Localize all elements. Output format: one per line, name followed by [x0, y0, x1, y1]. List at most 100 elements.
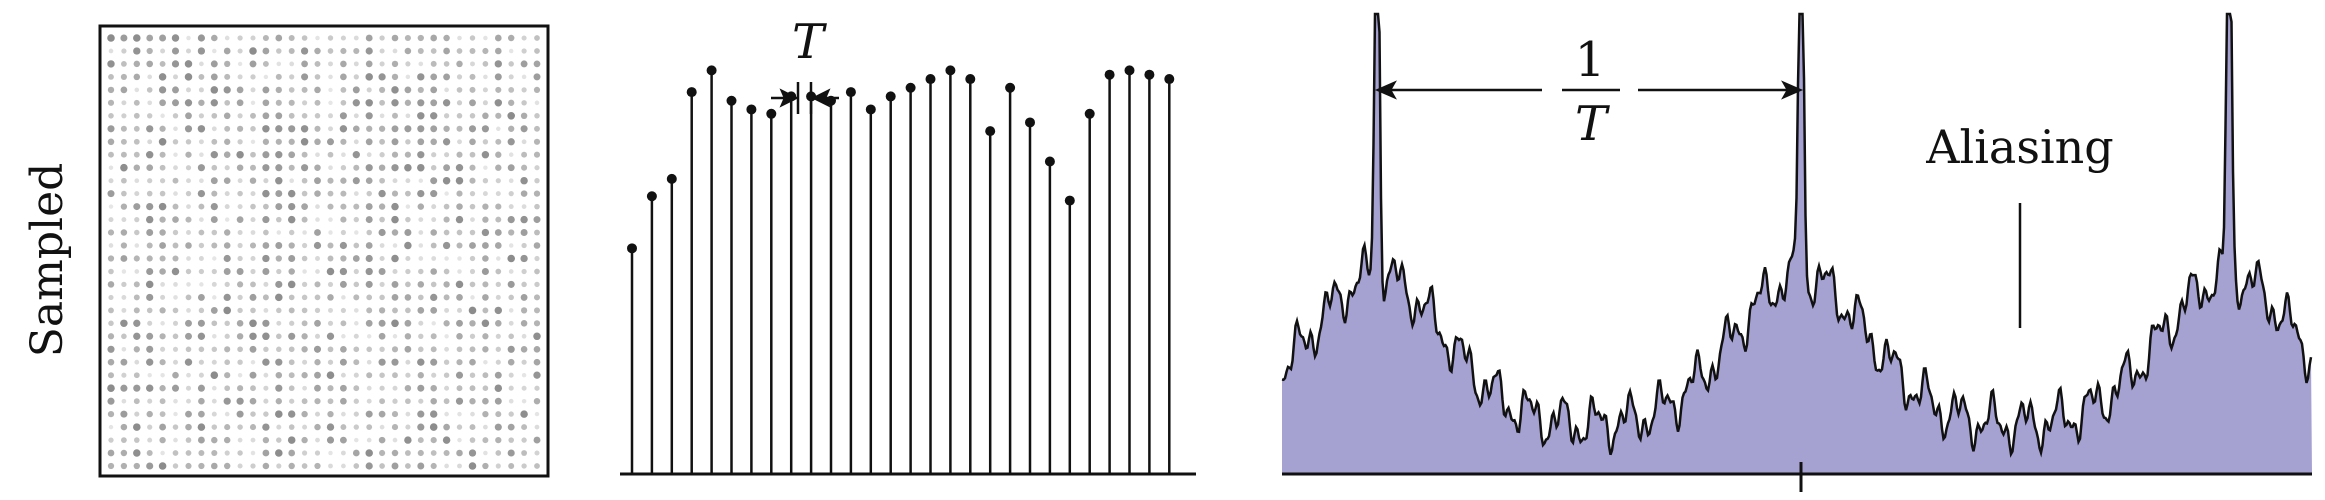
sample-dot — [288, 410, 296, 418]
sample-dot — [353, 47, 360, 55]
sample-dot — [340, 73, 347, 81]
sample-dot — [340, 424, 347, 431]
sample-dot — [223, 112, 231, 120]
sample-dot — [108, 151, 114, 158]
sample-dot — [508, 125, 515, 132]
sample-dot — [469, 398, 476, 405]
sample-dot — [185, 332, 192, 340]
sample-dot — [365, 319, 373, 327]
sample-dot — [405, 139, 411, 145]
sample-dot — [495, 178, 501, 184]
stem-dot — [925, 74, 936, 85]
sample-dot — [108, 294, 114, 300]
sample-dot — [520, 125, 528, 133]
sample-dot — [275, 138, 282, 145]
sample-dot — [302, 385, 307, 391]
sample-dot — [442, 241, 451, 250]
sample-dot — [146, 60, 154, 68]
sample-dot — [482, 47, 489, 55]
sample-dot — [354, 230, 359, 235]
sample-dot — [237, 437, 243, 443]
sample-dot — [534, 35, 540, 41]
sample-dot — [508, 333, 514, 340]
sample-dot — [121, 100, 127, 106]
sample-dot — [456, 333, 463, 340]
sample-dot — [275, 410, 283, 418]
sample-dot — [314, 333, 321, 339]
sample-dot — [159, 423, 167, 431]
sample-dot — [236, 164, 244, 171]
sample-dot — [301, 86, 308, 93]
sample-dot — [262, 332, 270, 341]
sample-dot — [133, 164, 140, 171]
sample-dot — [198, 73, 205, 80]
sample-dot — [249, 371, 257, 379]
sample-dot — [469, 113, 476, 119]
sample-dot — [418, 346, 424, 353]
sample-dot — [237, 307, 243, 314]
sample-dot — [262, 436, 270, 444]
sample-dot — [470, 61, 475, 67]
sample-dot — [146, 203, 154, 211]
sample-dot — [533, 216, 541, 224]
sample-dot — [521, 139, 527, 145]
sample-dot — [147, 398, 153, 404]
sample-dot — [521, 281, 527, 288]
sample-dot — [224, 281, 230, 288]
sample-dot — [444, 385, 450, 391]
period-label: T — [792, 14, 827, 70]
sample-dot — [302, 359, 308, 365]
sample-dot — [353, 424, 359, 430]
stem-dot — [985, 126, 996, 137]
sample-dot — [444, 256, 449, 261]
sample-dot — [379, 61, 385, 67]
sample-dot — [146, 164, 154, 172]
sample-dot — [314, 229, 321, 236]
sample-dot — [417, 358, 425, 366]
sample-dot — [275, 371, 283, 379]
sample-dot — [327, 203, 334, 210]
sample-dot — [366, 372, 373, 379]
sample-dot — [430, 306, 438, 314]
sample-dot — [314, 47, 321, 55]
sample-dot — [327, 398, 334, 405]
sample-dot — [237, 190, 243, 197]
sample-dot — [289, 398, 295, 404]
sample-dot — [250, 268, 256, 275]
sample-dot — [508, 243, 514, 248]
sample-dot — [186, 178, 191, 184]
sample-dot — [250, 74, 256, 80]
sample-dot — [159, 359, 166, 366]
sample-dot — [198, 203, 205, 210]
sample-dot — [443, 372, 450, 378]
sample-dot — [418, 268, 424, 275]
sample-dot — [210, 306, 218, 314]
sample-dot — [133, 203, 141, 211]
sample-dot — [172, 113, 179, 119]
sample-dot — [328, 100, 333, 106]
sample-dot — [108, 73, 114, 80]
sample-dot — [210, 203, 218, 211]
sample-dot — [184, 60, 193, 68]
sample-dot — [147, 424, 153, 430]
sample-dot — [521, 463, 527, 469]
sample-dot — [482, 100, 488, 106]
sample-dot — [417, 86, 424, 93]
sample-dot — [533, 436, 541, 444]
sample-dot — [249, 397, 257, 405]
sample-dot — [134, 229, 140, 236]
sample-dot — [443, 281, 450, 288]
sample-dot — [352, 449, 360, 457]
sample-dot — [327, 242, 334, 249]
sample-dot — [121, 113, 127, 119]
sample-dot — [133, 138, 140, 145]
sample-dot — [354, 321, 359, 326]
spectrum-plot: 1 T Aliasing — [1281, 12, 2313, 492]
sample-dot — [147, 139, 153, 145]
sample-dot — [159, 411, 166, 418]
sample-dot — [159, 333, 166, 340]
sample-dot — [262, 99, 270, 107]
sample-dot — [108, 243, 114, 248]
sample-dot — [210, 99, 218, 107]
sample-dot — [224, 35, 230, 41]
